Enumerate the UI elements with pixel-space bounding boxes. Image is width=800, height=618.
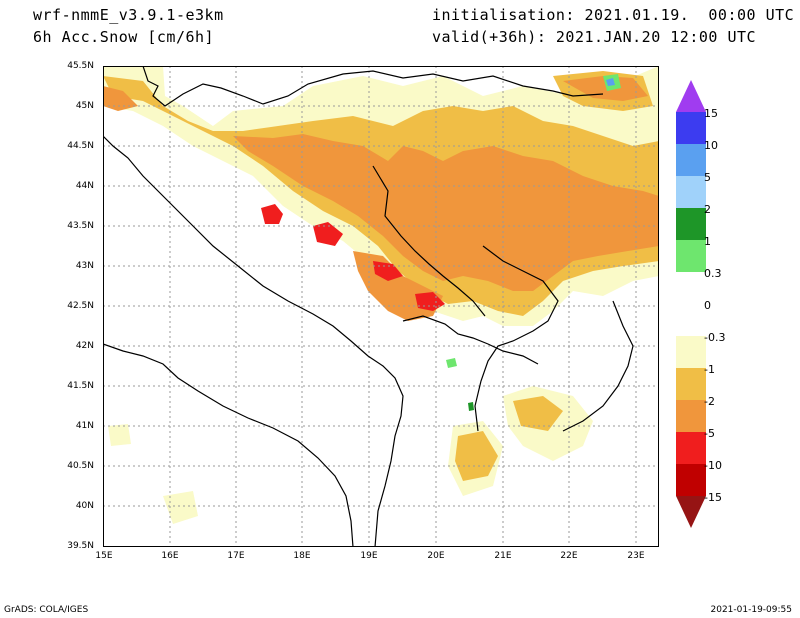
lat-label: 44N	[75, 181, 94, 191]
legend-label: 1	[704, 235, 711, 248]
footer-credit: GrADS: COLA/IGES	[4, 605, 89, 615]
legend-bottom-arrow	[676, 496, 706, 528]
adriatic-east-coast	[103, 135, 404, 547]
lat-label: 42N	[75, 341, 94, 351]
model-title: wrf-nmmE_v3.9.1-e3km	[33, 6, 224, 24]
legend-swatch	[676, 208, 706, 240]
legend-label: -0.3	[704, 331, 726, 344]
legend-label: -10	[704, 459, 722, 472]
legend-swatch	[676, 304, 706, 336]
snow-area-red	[313, 222, 343, 246]
lat-label: 44.5N	[67, 141, 94, 151]
legend-label: 0.3	[704, 267, 722, 280]
legend-label: -1	[704, 363, 715, 376]
snow-area-orange	[103, 86, 138, 111]
legend-swatch	[676, 336, 706, 368]
snow-area-orange	[563, 76, 648, 101]
legend-swatch	[676, 112, 706, 144]
snow-area-red	[261, 204, 283, 224]
legend-swatch	[676, 176, 706, 208]
lon-label: 18E	[293, 551, 311, 561]
snow-area-yellow	[513, 396, 563, 431]
field-title: 6h Acc.Snow [cm/6h]	[33, 28, 215, 46]
legend-swatch	[676, 464, 706, 496]
lon-label: 21E	[494, 551, 512, 561]
northern-border	[142, 66, 604, 107]
snow-map	[103, 66, 659, 547]
legend-swatch	[676, 272, 706, 304]
footer-timestamp: 2021-01-19-09:55	[710, 605, 793, 615]
snow-area-light	[163, 491, 198, 524]
lon-label: 20E	[427, 551, 445, 561]
legend-label: 15	[704, 107, 718, 120]
lon-label: 17E	[227, 551, 245, 561]
snow-area-darkgreen	[468, 402, 474, 411]
snow-area-green	[446, 358, 457, 368]
lat-label: 41N	[75, 421, 94, 431]
snow-area-red	[415, 292, 445, 311]
color-legend	[676, 80, 706, 528]
lat-label: 43N	[75, 261, 94, 271]
legend-swatch	[676, 144, 706, 176]
legend-label: 0	[704, 299, 711, 312]
lon-label: 15E	[95, 551, 113, 561]
lat-label: 42.5N	[67, 301, 94, 311]
lon-label: 22E	[560, 551, 578, 561]
italy-coast	[103, 343, 354, 547]
coastlines-borders	[103, 66, 634, 547]
lat-label: 43.5N	[67, 221, 94, 231]
snow-area-red	[373, 261, 403, 281]
legend-swatch	[676, 432, 706, 464]
legend-top-arrow	[676, 80, 706, 112]
snow-area-orange	[233, 134, 659, 291]
legend-label: -2	[704, 395, 715, 408]
legend-label: 10	[704, 139, 718, 152]
valid-time: valid(+36h): 2021.JAN.20 12:00 UTC	[432, 28, 757, 46]
init-time: initialisation: 2021.01.19. 00:00 UTC	[432, 6, 795, 24]
lat-label: 41.5N	[67, 381, 94, 391]
lat-label: 39.5N	[67, 541, 94, 551]
legend-swatch	[676, 368, 706, 400]
lat-label: 45N	[75, 101, 94, 111]
legend-label: -5	[704, 427, 715, 440]
map-frame	[103, 66, 659, 547]
lat-label: 45.5N	[67, 61, 94, 71]
lon-label: 19E	[360, 551, 378, 561]
legend-swatch	[676, 400, 706, 432]
inner-border	[372, 165, 486, 317]
snow-field-layer	[103, 66, 659, 524]
legend-label: 5	[704, 171, 711, 184]
lon-label: 23E	[627, 551, 645, 561]
bulgaria-border	[562, 300, 634, 432]
kosovo-macedonia-border	[474, 245, 559, 432]
lon-label: 16E	[161, 551, 179, 561]
lat-label: 40.5N	[67, 461, 94, 471]
legend-label: 2	[704, 203, 711, 216]
lat-label: 40N	[75, 501, 94, 511]
grid-lines	[103, 66, 659, 547]
albania-border	[402, 315, 539, 365]
snow-area-yellow	[455, 431, 498, 481]
snow-area-blue	[606, 78, 615, 86]
snow-area-light	[108, 424, 131, 446]
legend-label: -15	[704, 491, 722, 504]
legend-swatch	[676, 240, 706, 272]
